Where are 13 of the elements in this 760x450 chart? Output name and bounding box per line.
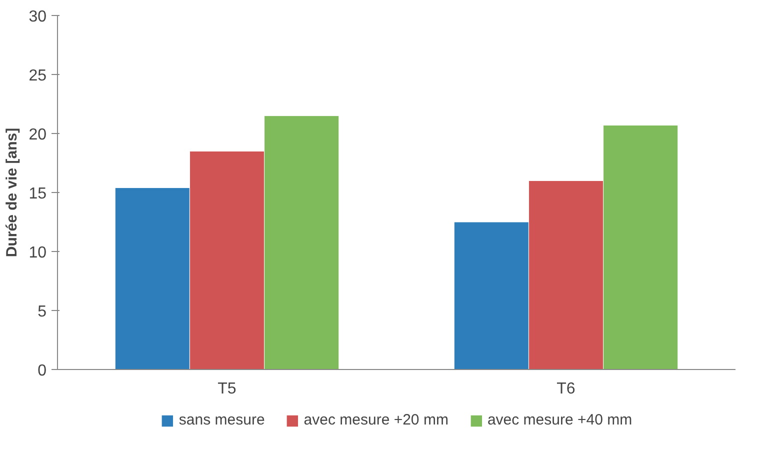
- x-tick-label: T5: [218, 380, 236, 398]
- y-tick-label: 15: [28, 186, 47, 202]
- y-tick-label: 10: [28, 244, 47, 262]
- legend-label: avec mesure +20 mm: [304, 412, 448, 428]
- legend-label: sans mesure: [178, 412, 265, 428]
- y-tick-label: 25: [28, 68, 47, 84]
- y-axis-title: Durée de vie [ans]: [4, 128, 21, 258]
- y-tick-label: 0: [38, 362, 47, 380]
- x-tick-label: T6: [556, 380, 576, 398]
- legend-label: avec mesure +40 mm: [487, 412, 632, 428]
- y-tick-label: 5: [38, 304, 47, 320]
- y-tick-label: 20: [28, 126, 47, 144]
- y-tick-label: 30: [28, 8, 47, 26]
